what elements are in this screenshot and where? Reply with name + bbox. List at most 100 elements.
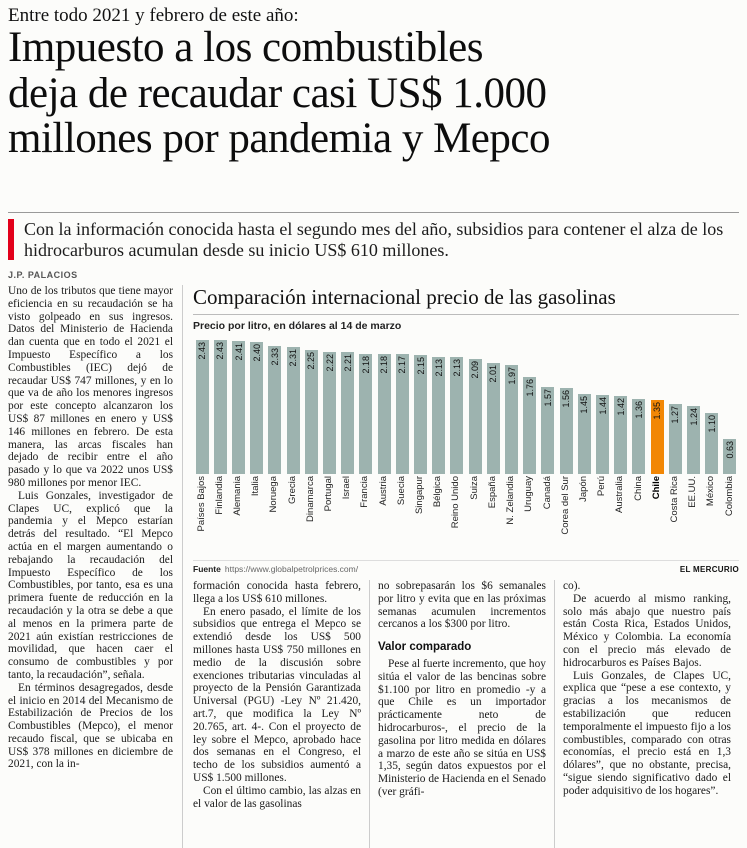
bar-value: 1.24 — [688, 408, 699, 426]
bar-slot: 2.09 Suiza — [466, 340, 484, 558]
source-label: Fuente — [193, 564, 221, 574]
bar-slot: 1.45 Japón — [575, 340, 593, 558]
bar-value: 2.18 — [360, 356, 371, 374]
bar-value: 2.31 — [288, 349, 299, 367]
bar-label: Corea del Sur — [560, 476, 571, 535]
bar-label: Chile — [651, 476, 662, 500]
bar-suiza: 2.09 — [468, 359, 482, 474]
bar-value: 1.56 — [561, 390, 572, 408]
bar-value: 2.33 — [269, 348, 280, 366]
bar-value: 1.57 — [542, 389, 553, 407]
bar-value: 2.18 — [379, 356, 390, 374]
bar-label: Suiza — [469, 476, 480, 500]
lower-columns: formación conocida hasta febrero, llega … — [193, 580, 739, 848]
bar-china: 1.36 — [632, 399, 646, 474]
bar-suecia: 2.17 — [395, 354, 409, 474]
chart-source: Fuente https://www.globalpetrolprices.com… — [193, 564, 358, 574]
bar-label: Singapur — [415, 476, 426, 515]
bar-value: 2.41 — [233, 343, 244, 361]
deck: Con la información conocida hasta el seg… — [8, 219, 739, 261]
bar-slot: 2.15 Singapur — [411, 340, 429, 558]
paragraph: En términos desagregados, desde el inici… — [8, 681, 173, 771]
bar-value: 1.36 — [633, 401, 644, 419]
bar-value: 2.13 — [433, 359, 444, 377]
bar-label: Noruega — [269, 476, 280, 513]
bar-label: Canadá — [542, 476, 553, 510]
bar-label: Perú — [597, 476, 608, 497]
bar-australia: 1.42 — [614, 396, 628, 474]
deck-top-rule — [8, 212, 739, 213]
bar-label: Portugal — [324, 476, 335, 512]
bar-value: 2.40 — [251, 344, 262, 362]
bar-value: 1.97 — [506, 367, 517, 385]
paragraph: Luis Gonzales, investigador de Clapes UC… — [8, 489, 173, 681]
bar-value: 2.25 — [306, 352, 317, 370]
bar-espa-a: 2.01 — [486, 363, 500, 474]
body-column-3: no sobrepasarán los $6 semanales por lit… — [369, 580, 554, 848]
bar-value: 2.22 — [324, 354, 335, 372]
bar-slot: 1.27 Costa Rica — [666, 340, 684, 558]
bar-value: 2.01 — [488, 365, 499, 383]
bar-slot: 2.25 Dinamarca — [302, 340, 320, 558]
chart-title: Comparación internacional precio de las … — [193, 285, 739, 315]
bar-slot: 2.43 Finlandia — [211, 340, 229, 558]
bar-slot: 1.24 EE.UU. — [684, 340, 702, 558]
bar-slot: 1.76 Uruguay — [521, 340, 539, 558]
bar-label: EE.UU. — [688, 476, 699, 508]
paragraph: En enero pasado, el límite de los subsid… — [193, 605, 361, 784]
bar-alemania: 2.41 — [232, 341, 245, 474]
bar-slot: 2.41 Alemania — [229, 340, 247, 558]
paragraph: Con el último cambio, las alzas en el va… — [193, 784, 361, 810]
bar-value: 2.17 — [397, 356, 408, 374]
paragraph: Pese al fuerte incremento, que hoy sitúa… — [378, 657, 546, 798]
bar-slot: 1.97 N. Zelandia — [502, 340, 520, 558]
article-body: Uno de los tributos que tiene mayor efic… — [8, 285, 739, 848]
bar-pa-ses-bajos: 2.43 — [195, 340, 209, 474]
byline: J.P. PALACIOS — [8, 270, 78, 280]
section-heading: Valor comparado — [378, 641, 472, 654]
body-column-2: formación conocida hasta febrero, llega … — [193, 580, 369, 848]
bar-label: Suecia — [396, 476, 407, 506]
bar-label: Alemania — [233, 476, 244, 516]
bar-francia: 2.18 — [359, 354, 373, 474]
bar-label: México — [706, 476, 717, 507]
chart-footer: Fuente https://www.globalpetrolprices.com… — [193, 560, 739, 574]
bar-label: Grecia — [287, 476, 298, 504]
bar-label: Australia — [615, 476, 626, 513]
bar-slot: 0.63 Colombia — [721, 340, 739, 558]
bar-noruega: 2.33 — [268, 346, 282, 474]
bar-reino-unido: 2.13 — [450, 357, 464, 474]
bar-value: 2.43 — [215, 342, 226, 360]
bar-label: Colombia — [724, 476, 735, 517]
bar-slot: 1.57 Canadá — [539, 340, 557, 558]
bar-value: 2.13 — [451, 359, 462, 377]
chart-credit: EL MERCURIO — [679, 565, 739, 574]
bar-label: Italia — [251, 476, 262, 497]
bar-austria: 2.18 — [377, 354, 391, 474]
bar-value: 1.42 — [615, 398, 626, 416]
bar-label: Países Bajos — [196, 476, 207, 532]
paragraph: co). — [563, 580, 581, 592]
bar-value: 1.27 — [670, 406, 681, 424]
bar-slot: 2.13 Bélgica — [430, 340, 448, 558]
bar-slot: 2.18 Francia — [357, 340, 375, 558]
bar-costa-rica: 1.27 — [668, 404, 682, 474]
bar-chile: 1.35 — [650, 400, 664, 474]
right-region: Comparación internacional precio de las … — [183, 285, 739, 848]
bar-slot: 1.56 Corea del Sur — [557, 340, 575, 558]
bar-slot: 1.44 Perú — [593, 340, 611, 558]
bar-israel: 2.21 — [341, 352, 355, 474]
bar-label: Francia — [360, 476, 371, 508]
bar-portugal: 2.22 — [323, 352, 337, 474]
body-column-1: Uno de los tributos que tiene mayor efic… — [8, 285, 183, 848]
chart-subtitle: Precio por litro, en dólares al 14 de ma… — [193, 320, 402, 332]
bar-label: Finlandia — [214, 476, 225, 515]
paragraph: no sobrepasarán los $6 semanales por lit… — [378, 580, 546, 631]
bar-label: Reino Unido — [451, 476, 462, 529]
bar-value: 2.43 — [197, 342, 208, 360]
bar-value: 1.35 — [652, 402, 663, 420]
bar-jap-n: 1.45 — [577, 394, 591, 474]
bar-label: Israel — [342, 476, 353, 500]
source-link[interactable]: https://www.globalpetrolprices.com/ — [224, 564, 359, 574]
bar-value: 2.21 — [342, 354, 353, 372]
